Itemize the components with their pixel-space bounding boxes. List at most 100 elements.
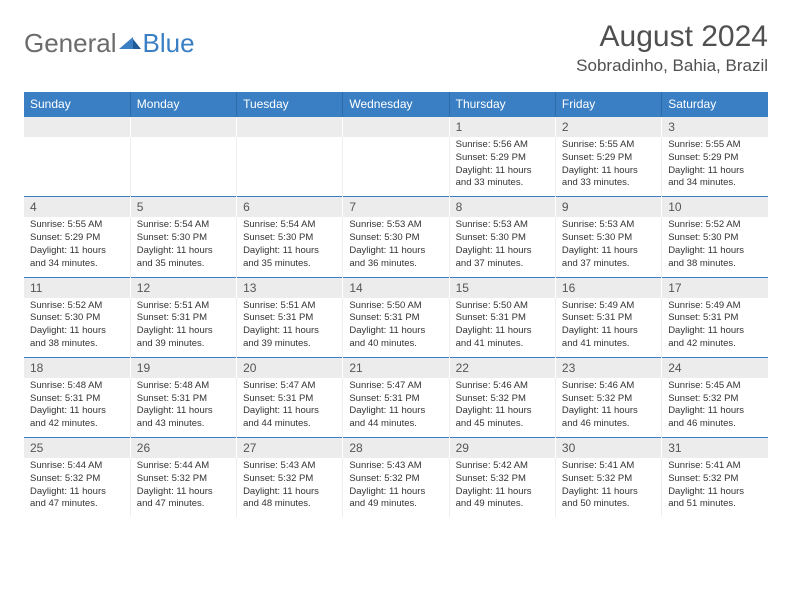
- day-info: Sunrise: 5:48 AMSunset: 5:31 PMDaylight:…: [130, 378, 236, 438]
- day-info-line: Sunrise: 5:41 AM: [562, 460, 655, 473]
- day-number: 27: [237, 438, 343, 459]
- day-info-row: Sunrise: 5:55 AMSunset: 5:29 PMDaylight:…: [24, 217, 768, 277]
- day-info-line: Daylight: 11 hours and 35 minutes.: [137, 245, 230, 271]
- day-num-row: 45678910: [24, 197, 768, 218]
- day-number: 22: [449, 357, 555, 378]
- day-info-line: Sunset: 5:32 PM: [668, 393, 762, 406]
- day-info-line: Daylight: 11 hours and 42 minutes.: [30, 405, 124, 431]
- day-info-line: Daylight: 11 hours and 33 minutes.: [562, 165, 655, 191]
- day-info-line: Sunset: 5:30 PM: [668, 232, 762, 245]
- day-info-line: Daylight: 11 hours and 46 minutes.: [562, 405, 655, 431]
- day-number: 9: [555, 197, 661, 218]
- day-number: [237, 117, 343, 138]
- day-num-row: 123: [24, 117, 768, 138]
- day-info-line: Sunset: 5:31 PM: [349, 312, 442, 325]
- day-info: Sunrise: 5:43 AMSunset: 5:32 PMDaylight:…: [343, 458, 449, 517]
- day-info-line: Daylight: 11 hours and 35 minutes.: [243, 245, 336, 271]
- day-info-line: Sunrise: 5:46 AM: [562, 380, 655, 393]
- day-info-line: Sunrise: 5:49 AM: [562, 300, 655, 313]
- day-info-line: Sunset: 5:30 PM: [456, 232, 549, 245]
- dow-cell: Sunday: [24, 92, 130, 117]
- day-info: Sunrise: 5:55 AMSunset: 5:29 PMDaylight:…: [662, 137, 768, 197]
- day-info-line: Sunrise: 5:53 AM: [562, 219, 655, 232]
- dow-row: SundayMondayTuesdayWednesdayThursdayFrid…: [24, 92, 768, 117]
- day-info-line: Sunrise: 5:55 AM: [30, 219, 124, 232]
- day-info: [24, 137, 130, 197]
- day-info-line: Sunrise: 5:43 AM: [243, 460, 336, 473]
- day-info-line: Daylight: 11 hours and 49 minutes.: [456, 486, 549, 512]
- day-number: 8: [449, 197, 555, 218]
- day-info-line: Sunrise: 5:56 AM: [456, 139, 549, 152]
- day-info-row: Sunrise: 5:56 AMSunset: 5:29 PMDaylight:…: [24, 137, 768, 197]
- day-info-line: Sunset: 5:32 PM: [30, 473, 124, 486]
- day-info: Sunrise: 5:56 AMSunset: 5:29 PMDaylight:…: [449, 137, 555, 197]
- day-info: Sunrise: 5:51 AMSunset: 5:31 PMDaylight:…: [130, 298, 236, 358]
- day-info-line: Sunset: 5:31 PM: [243, 393, 336, 406]
- dow-cell: Wednesday: [343, 92, 449, 117]
- day-info-row: Sunrise: 5:48 AMSunset: 5:31 PMDaylight:…: [24, 378, 768, 438]
- day-info-line: Sunrise: 5:53 AM: [456, 219, 549, 232]
- day-number: 21: [343, 357, 449, 378]
- day-info: Sunrise: 5:53 AMSunset: 5:30 PMDaylight:…: [555, 217, 661, 277]
- day-number: 18: [24, 357, 130, 378]
- dow-cell: Thursday: [449, 92, 555, 117]
- day-number: 4: [24, 197, 130, 218]
- day-number: 17: [662, 277, 768, 298]
- day-info: Sunrise: 5:44 AMSunset: 5:32 PMDaylight:…: [130, 458, 236, 517]
- day-info-line: Daylight: 11 hours and 41 minutes.: [562, 325, 655, 351]
- day-info-line: Sunset: 5:32 PM: [349, 473, 442, 486]
- day-number: 25: [24, 438, 130, 459]
- day-info-line: Sunset: 5:32 PM: [456, 473, 549, 486]
- day-info: Sunrise: 5:50 AMSunset: 5:31 PMDaylight:…: [449, 298, 555, 358]
- day-info-line: Daylight: 11 hours and 39 minutes.: [243, 325, 336, 351]
- day-info-line: Sunrise: 5:51 AM: [137, 300, 230, 313]
- day-info-line: Sunset: 5:30 PM: [349, 232, 442, 245]
- day-info-line: Sunset: 5:31 PM: [137, 393, 230, 406]
- day-number: 29: [449, 438, 555, 459]
- day-info-line: Daylight: 11 hours and 44 minutes.: [243, 405, 336, 431]
- day-info: Sunrise: 5:46 AMSunset: 5:32 PMDaylight:…: [449, 378, 555, 438]
- day-number: 15: [449, 277, 555, 298]
- day-info-line: Sunrise: 5:49 AM: [668, 300, 762, 313]
- day-info-line: Sunset: 5:30 PM: [562, 232, 655, 245]
- day-info-line: Daylight: 11 hours and 47 minutes.: [137, 486, 230, 512]
- day-info: Sunrise: 5:45 AMSunset: 5:32 PMDaylight:…: [662, 378, 768, 438]
- day-info: Sunrise: 5:43 AMSunset: 5:32 PMDaylight:…: [237, 458, 343, 517]
- day-info-line: Daylight: 11 hours and 45 minutes.: [456, 405, 549, 431]
- day-info-line: Sunset: 5:32 PM: [456, 393, 549, 406]
- day-info-line: Daylight: 11 hours and 34 minutes.: [30, 245, 124, 271]
- day-info: Sunrise: 5:53 AMSunset: 5:30 PMDaylight:…: [449, 217, 555, 277]
- day-number: 24: [662, 357, 768, 378]
- day-info-line: Sunrise: 5:48 AM: [137, 380, 230, 393]
- day-info-line: Sunset: 5:32 PM: [562, 393, 655, 406]
- day-number: 11: [24, 277, 130, 298]
- day-number: 13: [237, 277, 343, 298]
- day-info-line: Sunrise: 5:45 AM: [668, 380, 762, 393]
- day-info-line: Sunrise: 5:53 AM: [349, 219, 442, 232]
- brand-part2: Blue: [143, 28, 195, 59]
- day-info: Sunrise: 5:44 AMSunset: 5:32 PMDaylight:…: [24, 458, 130, 517]
- day-info-line: Sunset: 5:29 PM: [30, 232, 124, 245]
- day-info: [343, 137, 449, 197]
- day-number: [130, 117, 236, 138]
- dow-cell: Tuesday: [237, 92, 343, 117]
- day-info-line: Sunset: 5:32 PM: [668, 473, 762, 486]
- day-info-line: Sunrise: 5:44 AM: [137, 460, 230, 473]
- day-number: 3: [662, 117, 768, 138]
- day-info: Sunrise: 5:41 AMSunset: 5:32 PMDaylight:…: [662, 458, 768, 517]
- location-label: Sobradinho, Bahia, Brazil: [576, 56, 768, 76]
- day-number: 6: [237, 197, 343, 218]
- day-info-line: Sunrise: 5:55 AM: [562, 139, 655, 152]
- day-info-line: Daylight: 11 hours and 38 minutes.: [668, 245, 762, 271]
- day-info: Sunrise: 5:49 AMSunset: 5:31 PMDaylight:…: [662, 298, 768, 358]
- day-info-line: Sunset: 5:32 PM: [137, 473, 230, 486]
- day-num-row: 25262728293031: [24, 438, 768, 459]
- day-info: Sunrise: 5:55 AMSunset: 5:29 PMDaylight:…: [555, 137, 661, 197]
- day-info: Sunrise: 5:47 AMSunset: 5:31 PMDaylight:…: [237, 378, 343, 438]
- day-info-line: Sunset: 5:32 PM: [562, 473, 655, 486]
- day-number: 23: [555, 357, 661, 378]
- day-num-row: 11121314151617: [24, 277, 768, 298]
- day-info-line: Daylight: 11 hours and 50 minutes.: [562, 486, 655, 512]
- day-info: Sunrise: 5:49 AMSunset: 5:31 PMDaylight:…: [555, 298, 661, 358]
- day-info-line: Daylight: 11 hours and 40 minutes.: [349, 325, 442, 351]
